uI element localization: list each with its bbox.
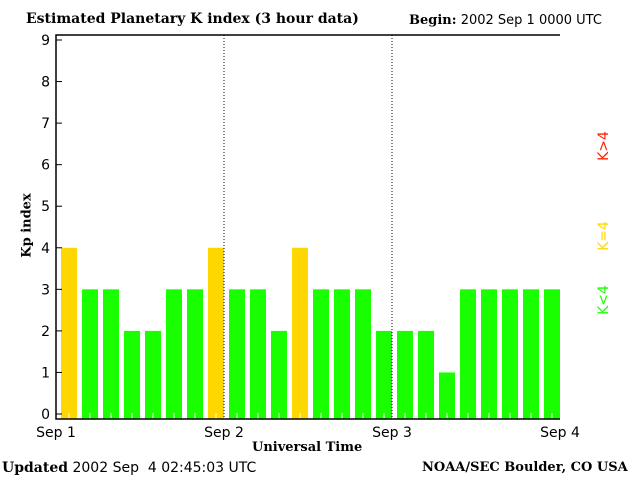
y-tick-label: 3 <box>41 282 50 298</box>
kp-bar <box>481 289 497 419</box>
x-tick-label: Sep 1 <box>36 425 76 441</box>
kp-bar <box>229 289 245 419</box>
begin-value: 2002 Sep 1 0000 UTC <box>460 13 602 28</box>
kp-bar <box>334 289 350 419</box>
y-axis-label: Kp index <box>19 193 35 258</box>
y-tick-label: 4 <box>41 241 50 257</box>
y-tick-label: 8 <box>41 75 50 91</box>
plot-frame <box>55 34 560 420</box>
kp-bar <box>187 289 203 419</box>
kp-bar <box>166 289 182 419</box>
kp-bar <box>61 247 77 419</box>
y-tick-label: 0 <box>41 407 50 423</box>
begin-label: Begin: <box>409 13 457 28</box>
kp-bar <box>313 289 329 419</box>
y-tick-label: 7 <box>41 116 50 132</box>
kp-bar <box>502 289 518 419</box>
kp-bar <box>250 289 266 419</box>
kp-bar <box>124 330 140 419</box>
kp-bar <box>103 289 119 419</box>
kp-bar <box>376 330 392 419</box>
y-tick-label: 5 <box>41 199 50 215</box>
x-tick-label: Sep 3 <box>372 425 412 441</box>
updated-label: Updated <box>2 460 69 476</box>
kp-bar <box>397 330 413 419</box>
legend-above-4: K>4 <box>596 131 612 161</box>
y-tick-label: 6 <box>41 158 50 174</box>
kp-bar <box>439 372 455 419</box>
kp-bar <box>208 247 224 419</box>
kp-bar <box>292 247 308 419</box>
source-label: NOAA/SEC Boulder, CO USA <box>422 460 628 475</box>
x-tick-label: Sep 2 <box>204 425 244 441</box>
kp-bar <box>271 330 287 419</box>
kp-bar <box>523 289 539 419</box>
chart-title: Estimated Planetary K index (3 hour data… <box>26 11 359 27</box>
legend-below-4: K<4 <box>596 285 612 315</box>
y-tick-label: 9 <box>41 33 50 49</box>
x-axis-label: Universal Time <box>252 440 363 455</box>
y-tick-label: 2 <box>41 324 50 340</box>
updated-value: 2002 Sep 4 02:45:03 UTC <box>72 460 257 476</box>
kp-bar <box>82 289 98 419</box>
kp-bar <box>355 289 371 419</box>
kp-bar <box>544 289 560 419</box>
y-tick-label: 1 <box>41 365 50 381</box>
kp-bar <box>145 330 161 419</box>
x-tick-label: Sep 4 <box>540 425 580 441</box>
kp-bar <box>460 289 476 419</box>
legend-equal-4: K=4 <box>596 221 612 251</box>
kp-bar <box>418 330 434 419</box>
